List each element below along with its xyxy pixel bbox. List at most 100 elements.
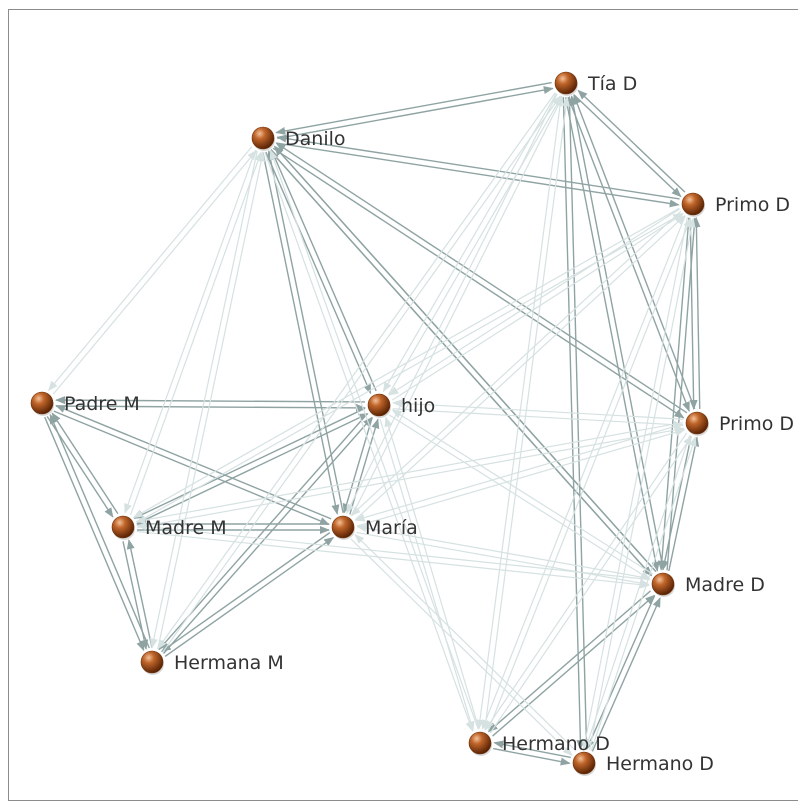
edge-danilo-to-tia-d xyxy=(277,86,554,140)
edge-primo-d-1-to-hermano-d-1 xyxy=(481,215,686,730)
edge-hijo-to-madre-m xyxy=(133,407,366,519)
edge-madre-d-to-danilo xyxy=(273,145,657,573)
edge-padre-m-to-maria xyxy=(53,410,330,526)
edge-hermano-d-2-to-madre-d xyxy=(591,597,661,752)
edge-madre-m-to-primo-d-2 xyxy=(137,426,685,529)
node-label: Hermano D xyxy=(606,753,714,775)
edge-hermano-d-1-to-tia-d xyxy=(484,96,570,730)
node-hermano-d-1[interactable]: Hermano D xyxy=(468,731,610,756)
edge-primo-d-1-to-hermano-d-2 xyxy=(581,217,688,750)
edge-madre-m-to-danilo xyxy=(129,151,262,516)
node-ball-icon[interactable] xyxy=(651,572,675,596)
edge-primo-d-2-to-madre-m xyxy=(135,421,683,524)
edge-tia-d-to-hermano-d-2 xyxy=(562,97,585,751)
node-maria[interactable]: María xyxy=(331,515,418,540)
edge-maria-to-primo-d-2 xyxy=(357,428,686,527)
edge-tia-d-to-madre-d xyxy=(565,97,660,572)
edge-hijo-to-hermana-m xyxy=(158,413,369,651)
edge-danilo-to-madre-d xyxy=(269,149,653,577)
edge-madre-d-to-primo-d-1 xyxy=(666,217,699,571)
node-label: Padre M xyxy=(64,393,140,415)
node-label: hijo xyxy=(401,395,435,417)
edge-hermano-d-2-to-maria xyxy=(354,533,577,752)
node-label: Madre M xyxy=(145,517,227,539)
edge-madre-d-to-maria xyxy=(356,524,650,580)
edge-tia-d-to-hijo xyxy=(382,93,557,393)
node-hijo[interactable]: hijo xyxy=(367,393,435,418)
edge-primo-d-2-to-hijo xyxy=(392,399,684,420)
edge-madre-d-to-hijo xyxy=(391,409,654,575)
edge-primo-d-1-to-hijo xyxy=(388,208,680,396)
node-madre-m[interactable]: Madre M xyxy=(111,515,227,540)
node-label: Hermana M xyxy=(174,652,284,674)
node-ball-icon[interactable] xyxy=(111,515,135,539)
edge-padre-m-to-danilo xyxy=(52,149,257,395)
edge-hermano-d-2-to-hermano-d-1 xyxy=(493,740,571,759)
node-danilo[interactable]: Danilo xyxy=(251,126,346,151)
edge-maria-to-danilo xyxy=(266,150,344,513)
edge-hijo-to-tia-d xyxy=(388,95,563,395)
edge-madre-m-to-madre-d xyxy=(136,530,650,589)
edge-primo-d-1-to-tia-d xyxy=(577,89,686,193)
edge-hermano-d-1-to-madre-d xyxy=(492,594,656,737)
edge-padre-m-to-hermana-m xyxy=(44,416,145,652)
edge-hijo-to-danilo xyxy=(270,148,377,392)
edge-danilo-to-primo-d-2 xyxy=(272,147,685,419)
node-madre-d[interactable]: Madre D xyxy=(651,572,765,597)
edge-tia-d-to-hermana-m xyxy=(157,92,556,650)
graph-frame xyxy=(8,9,798,801)
edge-hermano-d-2-to-primo-d-1 xyxy=(589,217,696,750)
node-ball-icon[interactable] xyxy=(685,411,709,435)
node-label: María xyxy=(365,517,418,539)
edge-primo-d-2-to-madre-d xyxy=(660,435,692,571)
edges-layer xyxy=(44,81,701,766)
edge-madre-d-to-hermano-d-2 xyxy=(586,595,656,750)
node-primo-d-2[interactable]: Primo D xyxy=(685,411,794,436)
edge-primo-d-2-to-primo-d-1 xyxy=(692,216,701,409)
edge-madre-m-to-hermana-m xyxy=(122,541,149,650)
node-ball-icon[interactable] xyxy=(251,126,275,150)
edge-maria-to-hijo xyxy=(349,418,380,515)
edge-danilo-to-madre-m xyxy=(124,149,257,514)
node-ball-icon[interactable] xyxy=(367,393,391,417)
edge-hermano-d-1-to-primo-d-2 xyxy=(489,435,693,734)
edge-hermana-m-to-madre-m xyxy=(126,539,153,648)
nodes-layer: Tía D Danilo Primo D Padre M hijo Primo D Madr… xyxy=(30,71,794,776)
edge-danilo-to-maria xyxy=(262,152,340,515)
edge-tia-d-to-danilo xyxy=(275,81,552,135)
node-padre-m[interactable]: Padre M xyxy=(30,391,140,416)
edge-maria-to-madre-d xyxy=(356,531,650,587)
node-primo-d-1[interactable]: Primo D xyxy=(681,192,790,217)
edge-tia-d-to-maria xyxy=(346,93,558,515)
edge-maria-to-hermano-d-2 xyxy=(350,538,573,757)
node-ball-icon[interactable] xyxy=(681,192,705,216)
node-ball-icon[interactable] xyxy=(572,751,596,775)
edge-danilo-to-padre-m xyxy=(48,146,253,392)
edge-primo-d-1-to-madre-m xyxy=(132,207,680,519)
node-hermano-d-2[interactable]: Hermano D xyxy=(572,751,714,776)
node-hermana-m[interactable]: Hermana M xyxy=(140,650,284,675)
edge-hermana-m-to-tia-d xyxy=(162,95,561,653)
edge-hijo-to-maria xyxy=(342,417,373,514)
edge-danilo-to-primo-d-1 xyxy=(276,142,680,208)
edge-maria-to-primo-d-1 xyxy=(354,215,686,521)
edge-hijo-to-primo-d-1 xyxy=(392,213,684,401)
node-ball-icon[interactable] xyxy=(554,71,578,95)
edge-danilo-to-hermana-m xyxy=(149,150,258,649)
node-label: Madre D xyxy=(685,574,765,596)
node-tia-d[interactable]: Tía D xyxy=(554,71,637,96)
node-ball-icon[interactable] xyxy=(30,391,54,415)
edge-hermano-d-1-to-danilo xyxy=(269,149,479,730)
edge-madre-m-to-hijo xyxy=(136,413,369,525)
edge-madre-m-to-padre-m xyxy=(51,412,119,515)
edge-hermana-m-to-padre-m xyxy=(49,413,150,649)
edge-primo-d-2-to-hermano-d-2 xyxy=(584,435,691,750)
edge-hermana-m-to-hijo xyxy=(162,416,373,654)
node-ball-icon[interactable] xyxy=(331,515,355,539)
edge-hermano-d-1-to-hijo xyxy=(384,416,480,729)
node-ball-icon[interactable] xyxy=(140,650,164,674)
node-ball-icon[interactable] xyxy=(468,731,492,755)
edge-tia-d-to-primo-d-2 xyxy=(567,96,690,412)
edge-hijo-to-madre-d xyxy=(388,414,651,580)
